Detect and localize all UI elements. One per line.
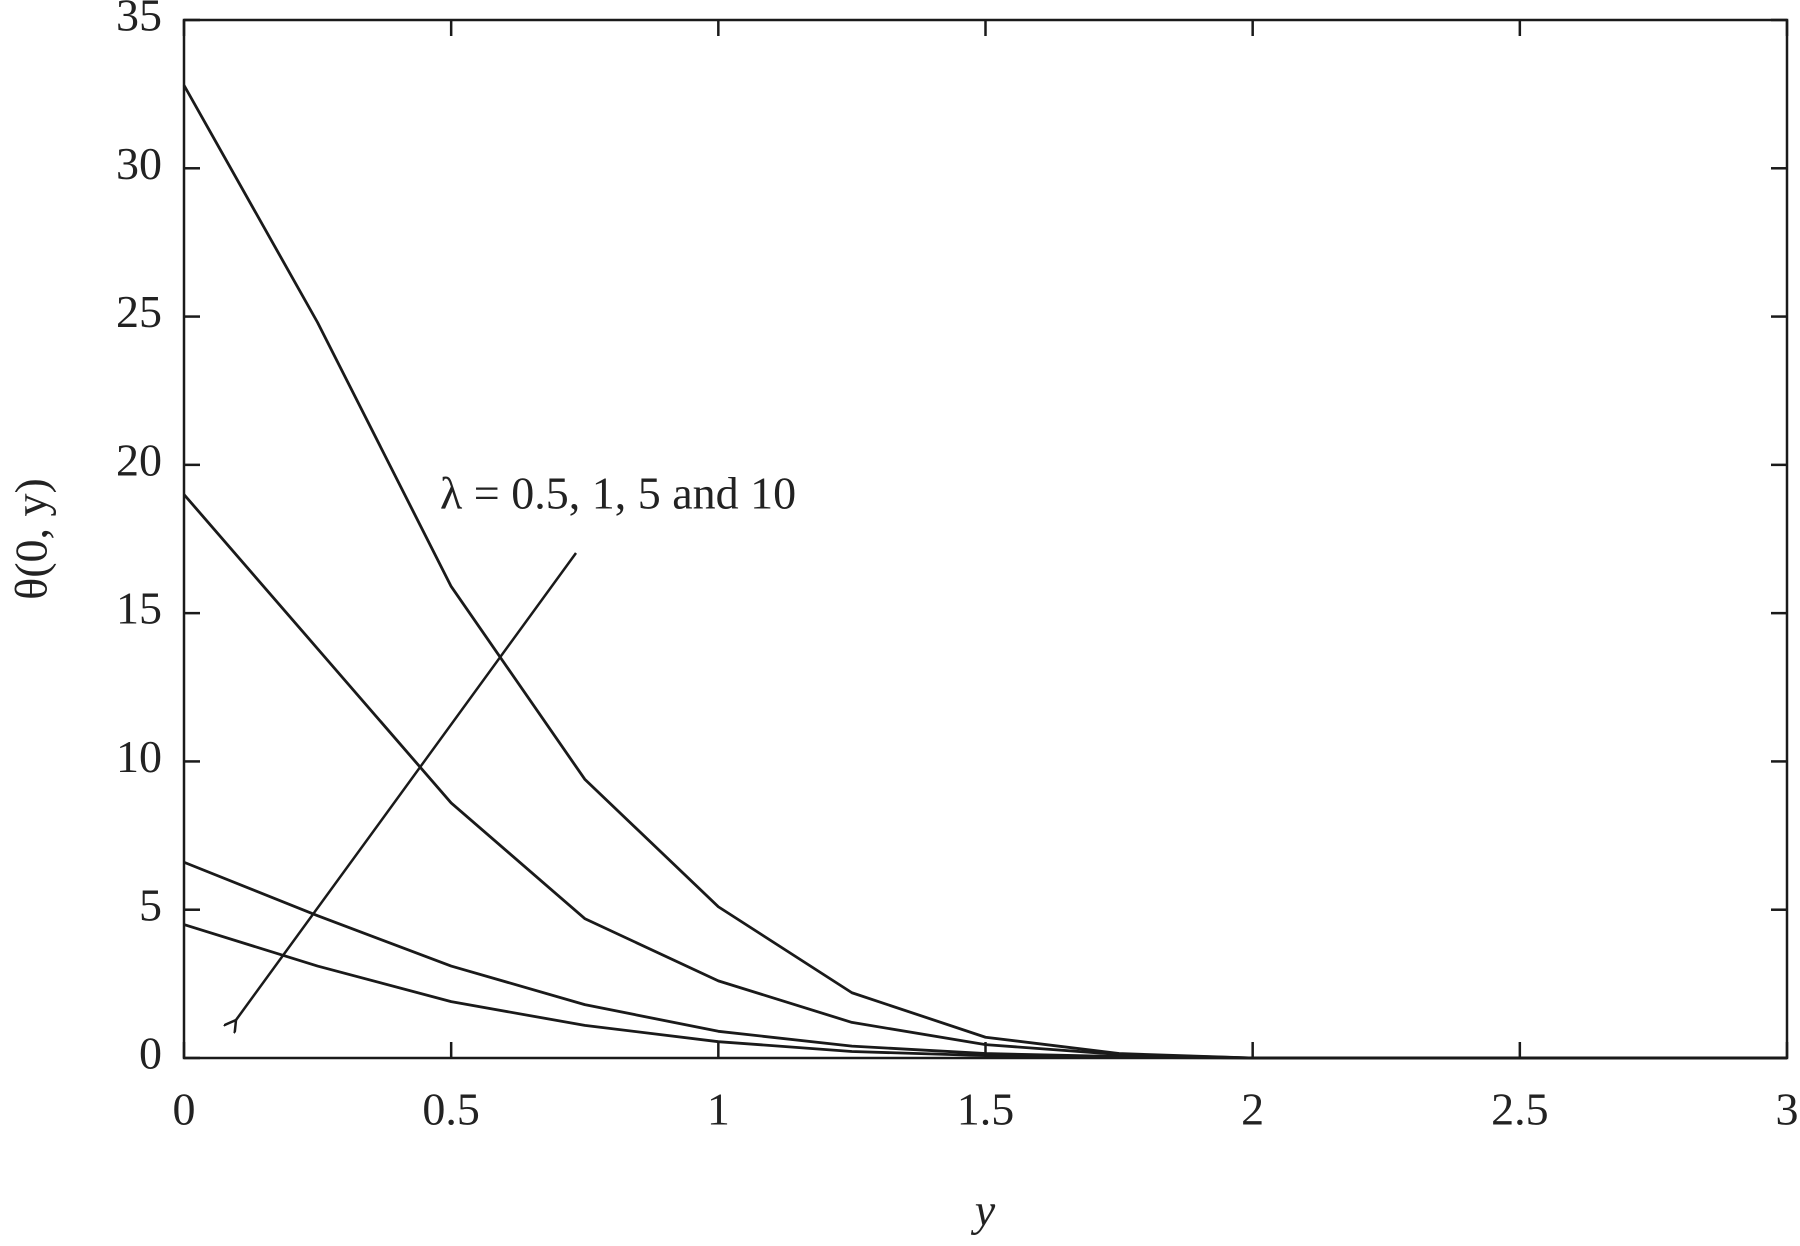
y-tick-label: 35 (116, 0, 162, 41)
x-tick-label: 2.5 (1491, 1084, 1549, 1135)
y-tick-label: 25 (116, 286, 162, 337)
y-tick-label: 10 (116, 731, 162, 782)
y-tick-label: 0 (139, 1028, 162, 1079)
y-tick-label: 15 (116, 583, 162, 634)
y-tick-label: 30 (116, 138, 162, 189)
x-tick-label: 0.5 (422, 1084, 480, 1135)
x-tick-label: 0 (173, 1084, 196, 1135)
annotation-arrow (236, 552, 578, 1020)
line-series (182, 493, 1787, 1060)
annotation: λ = 0.5, 1, 5 and 10 (440, 468, 796, 519)
plot-frame (182, 18, 1789, 1060)
x-tick-label: 3 (1776, 1084, 1799, 1135)
y-tick-label: 5 (139, 879, 162, 930)
x-tick-label: 2 (1241, 1084, 1264, 1135)
line-series (183, 860, 1787, 1060)
x-axis-label: y (971, 1185, 996, 1236)
line-series (182, 84, 1787, 1060)
x-tick-label: 1 (707, 1084, 730, 1135)
y-axis-label: θ(0, y) (6, 478, 57, 600)
y-tick-label: 20 (116, 434, 162, 485)
line-series (183, 923, 1787, 1060)
x-tick-label: 1.5 (957, 1084, 1015, 1135)
